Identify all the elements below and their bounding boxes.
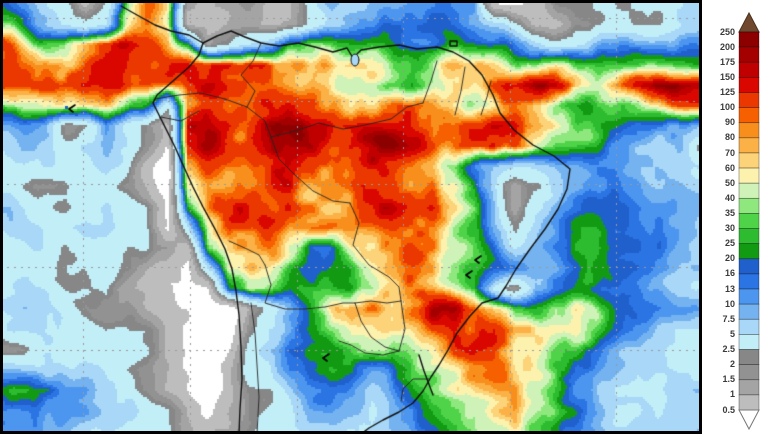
legend-tick-label: 90: [724, 117, 735, 128]
legend-color-bin: [738, 92, 760, 108]
legend-tick-label: 5: [729, 328, 735, 339]
legend-color-bin: [738, 288, 760, 305]
legend-color-bin: [738, 258, 760, 275]
legend-color-bin: [738, 197, 760, 214]
legend-color-bin: [738, 379, 760, 396]
legend-colorbar: [738, 11, 760, 431]
legend-color-bin: [738, 137, 760, 154]
precip-scale-legend: 250 200 175 150 125 100 90 80 70 60 50 40 35 30 25 20 16…: [702, 0, 768, 438]
legend-above-max-arrow: [738, 11, 760, 33]
legend-tick-label: 10: [724, 298, 735, 309]
legend-color-bin: [738, 303, 760, 320]
legend-tick-label: 16: [724, 268, 735, 279]
legend-color-bin: [738, 228, 760, 245]
legend-below-min-arrow: [738, 409, 760, 431]
legend-tick-label: 25: [724, 238, 735, 249]
legend-tick-label: 70: [724, 147, 735, 158]
legend-tick-label: 100: [719, 102, 735, 113]
legend-tick-label: 50: [724, 177, 735, 188]
legend-color-bin: [738, 122, 760, 139]
legend-color-bin: [738, 349, 760, 365]
legend-color-bin: [738, 77, 760, 93]
legend-tick-label: 2: [729, 359, 735, 370]
legend-tick-label: 2.5: [722, 344, 735, 354]
legend-color-bin: [738, 182, 760, 199]
legend-color-bin: [738, 364, 760, 381]
legend-tick-label: 30: [724, 223, 735, 234]
map-frame: [0, 0, 702, 434]
legend-tick-label: 20: [724, 253, 735, 264]
precipitation-map-canvas: [3, 3, 699, 431]
legend-tick-label: 0.5: [722, 404, 735, 415]
legend-tick-label: 7.5: [722, 313, 735, 324]
legend-color-bin: [738, 243, 760, 260]
legend-tick-label: 125: [719, 87, 735, 97]
legend-tick-label: 60: [724, 162, 735, 173]
legend-tick-label: 250: [719, 26, 735, 37]
legend-color-bin: [738, 152, 760, 169]
legend-tick-label: 1.5: [722, 374, 735, 385]
legend-tick-label: 80: [724, 132, 735, 143]
legend-color-bin: [738, 213, 760, 229]
legend-color-bin: [738, 334, 760, 350]
legend-tick-label: 150: [719, 71, 735, 82]
legend-color-bin: [738, 31, 760, 48]
legend-tick-label: 175: [719, 56, 735, 67]
legend-tick-label: 40: [724, 192, 735, 203]
legend-color-bin: [738, 46, 760, 63]
legend-color-bin: [738, 167, 760, 184]
legend-color-bin: [738, 318, 760, 335]
legend-color-bin: [738, 273, 760, 290]
legend-color-bin: [738, 61, 760, 78]
legend-tick-label: 13: [724, 283, 735, 294]
legend-tick-label: 35: [724, 207, 735, 218]
legend-color-bin: [738, 394, 760, 411]
legend-tick-label: 1: [729, 389, 735, 400]
legend-color-bin: [738, 107, 760, 124]
legend-tick-label: 200: [719, 41, 735, 52]
